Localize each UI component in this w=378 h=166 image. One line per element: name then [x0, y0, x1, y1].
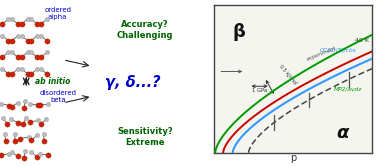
- Text: 40 K: 40 K: [355, 38, 369, 43]
- Text: Sensitivity?
Extreme: Sensitivity? Extreme: [117, 127, 173, 147]
- Text: γ, δ...?: γ, δ...?: [105, 75, 161, 90]
- X-axis label: p: p: [290, 153, 296, 163]
- Text: MP2/avdz: MP2/avdz: [334, 87, 363, 92]
- Text: α: α: [336, 124, 349, 142]
- Text: 0.5 kJ/mol: 0.5 kJ/mol: [278, 64, 297, 86]
- Text: ab initio: ab initio: [35, 77, 70, 86]
- Text: CCSD(T)/cbs: CCSD(T)/cbs: [320, 48, 356, 53]
- Text: ordered
alpha: ordered alpha: [44, 7, 71, 20]
- Text: β: β: [232, 23, 245, 41]
- Text: experiment: experiment: [306, 46, 337, 62]
- Text: 1 GPa: 1 GPa: [252, 88, 267, 93]
- Text: Accuracy?
Challenging: Accuracy? Challenging: [116, 20, 173, 40]
- Text: disordered
beta: disordered beta: [39, 90, 76, 103]
